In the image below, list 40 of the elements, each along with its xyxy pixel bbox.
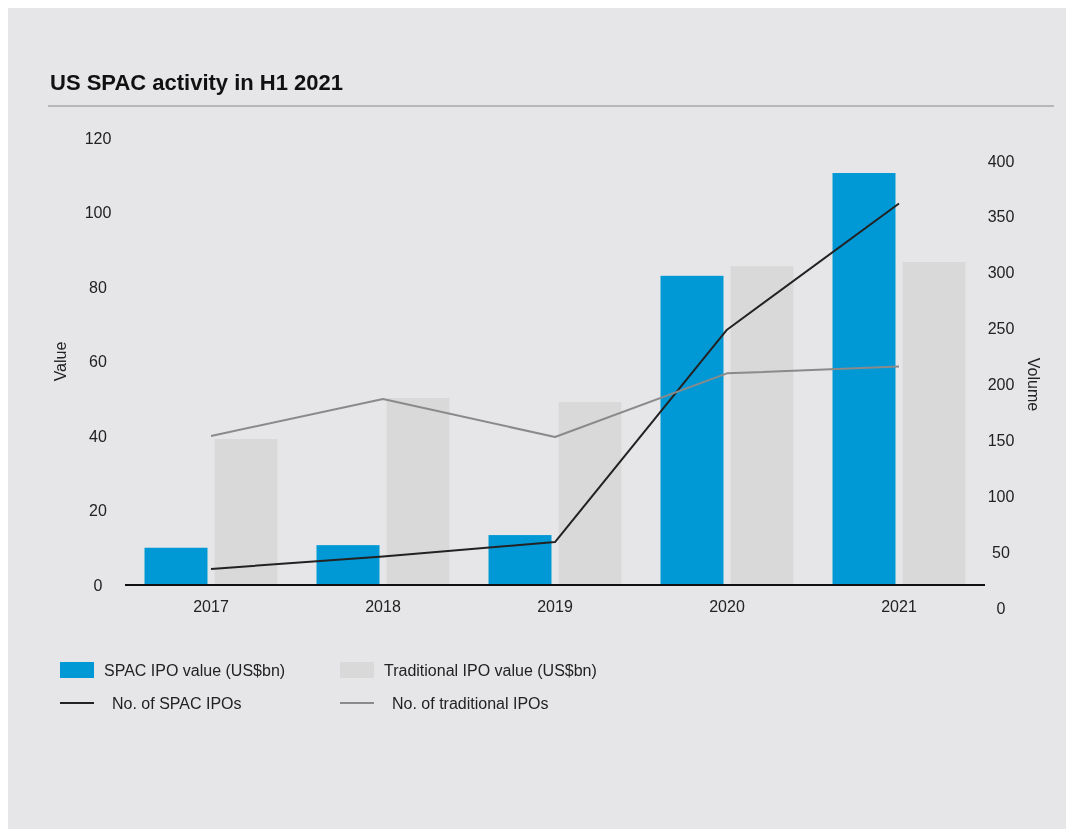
x-tick-label: 2021: [881, 598, 917, 615]
y-tick-label: 100: [84, 204, 112, 222]
y2-tick-label: 50: [992, 543, 1010, 561]
legend-label: Traditional IPO value (US$bn): [384, 661, 597, 679]
y2-tick-label: 0: [996, 599, 1006, 617]
y2-tick-label: 350: [987, 208, 1015, 226]
x-tick-label: 2017: [193, 598, 229, 615]
line-series: [210, 365, 900, 439]
chart-title: US SPAC activity in H1 2021: [50, 70, 344, 95]
y2-tick-label: 100: [987, 487, 1015, 505]
y-tick-label: 120: [84, 129, 112, 147]
line-series: [210, 202, 900, 570]
y-tick-label: 80: [89, 278, 107, 296]
legend-label: SPAC IPO value (US$bn): [104, 661, 286, 679]
y2-tick-label: 150: [987, 431, 1015, 449]
x-tick-label: 2018: [365, 598, 401, 615]
y2-tick-label: 400: [987, 152, 1015, 170]
y-tick-label: 0: [93, 576, 103, 594]
bar: [214, 438, 278, 585]
bar: [144, 547, 208, 585]
x-tick-label: 2020: [709, 598, 745, 615]
bar: [316, 545, 380, 585]
legend-label: No. of SPAC IPOs: [112, 694, 242, 712]
y-tick-label: 60: [89, 353, 107, 371]
bar: [730, 266, 794, 585]
bar: [488, 535, 552, 585]
y-tick-label: 40: [89, 427, 107, 445]
x-tick-label: 2019: [537, 598, 573, 615]
y2-tick-label: 200: [987, 376, 1015, 394]
y2-tick-label: 300: [987, 264, 1015, 282]
bar: [660, 275, 724, 585]
legend-label: No. of traditional IPOs: [392, 694, 549, 712]
bar: [558, 402, 622, 585]
y2-tick-label: 250: [987, 320, 1015, 338]
bar: [386, 398, 450, 585]
bar: [832, 173, 896, 585]
y-axis-title: Value: [52, 341, 69, 382]
y-tick-label: 20: [89, 502, 107, 520]
bar: [902, 262, 966, 585]
y2-axis-title: Volume: [1025, 357, 1042, 412]
